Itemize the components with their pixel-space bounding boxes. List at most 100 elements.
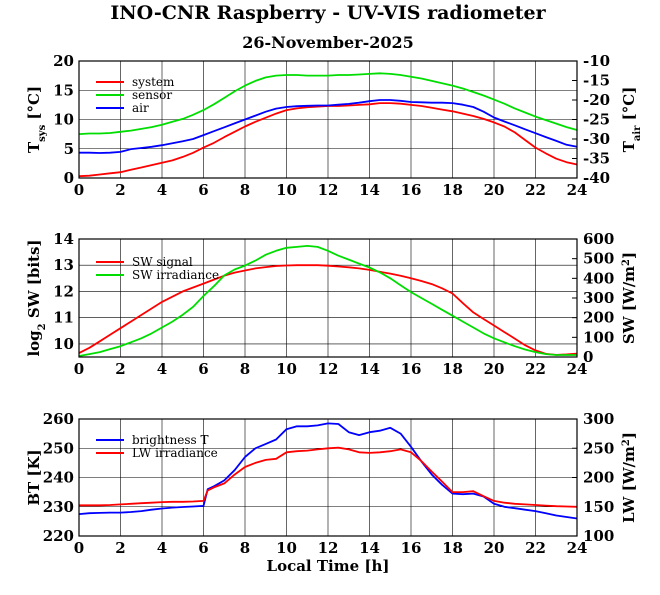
y-tick-label: 230 <box>43 498 74 516</box>
series-line-sw-irradiance <box>78 244 577 357</box>
y-tick-label: 14 <box>53 230 74 248</box>
x-tick-label: 24 <box>567 181 588 199</box>
y2-tick-label: -30 <box>583 130 610 148</box>
y-tick-label: 15 <box>53 81 74 99</box>
x-tick-label: 8 <box>240 539 250 557</box>
x-tick-label: 6 <box>198 181 208 199</box>
y2-axis-label-main: LW [W/m <box>620 446 638 523</box>
y2-tick-label: 100 <box>583 328 614 346</box>
y2-tick-label: 600 <box>583 230 614 248</box>
y-tick-label: 240 <box>43 469 74 487</box>
x-tick-label: 24 <box>567 360 588 378</box>
legend-label: brightness T <box>132 433 208 447</box>
x-tick-label: 2 <box>115 360 125 378</box>
legend-label: system <box>132 75 175 89</box>
y-tick-label: 10 <box>53 111 74 129</box>
y2-axis-label-main: T <box>620 140 638 152</box>
x-tick-label: 22 <box>525 360 546 378</box>
y-tick-label: 20 <box>53 52 74 70</box>
legend-label: sensor <box>132 88 172 102</box>
y-axis-label: log2 SW [bits] <box>25 239 48 356</box>
y-axis-label-unit: SW [bits] <box>25 239 43 323</box>
y2-tick-label: 300 <box>583 289 614 307</box>
plot-frame <box>78 418 578 537</box>
x-tick-label: 12 <box>318 181 339 199</box>
x-tick-label: 0 <box>74 181 84 199</box>
y2-tick-label: 200 <box>583 309 614 327</box>
x-tick-label: 20 <box>484 539 505 557</box>
x-tick-label: 12 <box>318 360 339 378</box>
x-tick-label: 22 <box>525 181 546 199</box>
series-line-sw-signal <box>78 264 578 356</box>
x-tick-label: 22 <box>525 539 546 557</box>
y-tick-label: 13 <box>53 256 74 274</box>
x-tick-label: 2 <box>115 181 125 199</box>
x-tick-label: 8 <box>240 181 250 199</box>
x-tick-label: 10 <box>276 360 297 378</box>
x-tick-label: 16 <box>401 360 422 378</box>
x-tick-label: 6 <box>198 360 208 378</box>
y2-tick-label: 500 <box>583 250 614 268</box>
y2-axis-label-unit: ] <box>620 432 638 439</box>
x-tick-label: 12 <box>318 539 339 557</box>
y2-axis-label-unit: ] <box>620 252 638 259</box>
y2-axis-label: LW [W/m2] <box>620 432 638 523</box>
x-tick-label: 14 <box>359 360 380 378</box>
y-axis-label: Tsys [°C] <box>25 86 48 153</box>
figure-title: INO-CNR Raspberry - UV-VIS radiometer <box>110 2 546 24</box>
y-axis-label-main: BT [K] <box>25 449 43 505</box>
x-tick-label: 16 <box>401 181 422 199</box>
y2-tick-label: 150 <box>583 498 614 516</box>
y2-tick-label: -35 <box>583 150 610 168</box>
panels: 0 2 4 6 8 10 12 14 16 18 20 22 2405101520-40-35-30-2… <box>25 52 643 575</box>
x-tick-label: 18 <box>442 539 463 557</box>
y2-axis-label-sup: 2 <box>621 259 632 266</box>
y-tick-label: 12 <box>53 282 74 300</box>
x-tick-label: 14 <box>359 181 380 199</box>
x-tick-label: 0 <box>74 360 84 378</box>
legend-label: SW signal <box>132 255 193 269</box>
y-tick-label: 260 <box>43 410 74 428</box>
x-tick-label: 2 <box>115 539 125 557</box>
y2-tick-label: -10 <box>583 52 610 70</box>
y2-tick-label: 400 <box>583 269 614 287</box>
y2-tick-label: -40 <box>583 169 610 187</box>
x-tick-label: 4 <box>157 360 167 378</box>
y2-axis-label: SW [W/m2] <box>620 252 638 344</box>
y2-axis-label-sup: 2 <box>621 439 632 446</box>
y2-axis-label-sub: air <box>632 125 643 141</box>
x-tick-label: 24 <box>567 539 588 557</box>
x-tick-label: 0 <box>74 539 84 557</box>
y2-tick-label: 0 <box>583 348 593 366</box>
x-tick-label: 16 <box>401 539 422 557</box>
y-axis-label-main: T <box>25 141 43 153</box>
legend-label: SW irradiance <box>132 268 219 282</box>
y-axis-label: BT [K] <box>25 449 43 505</box>
x-tick-label: 18 <box>442 360 463 378</box>
plot-frame <box>78 238 578 358</box>
series-line-brightness-t <box>78 422 578 520</box>
y-axis-label-main: log <box>25 330 43 357</box>
y2-axis-label-main: SW [W/m <box>620 266 638 344</box>
series-line-air <box>79 99 578 154</box>
y-tick-label: 11 <box>53 309 74 327</box>
y2-axis-label-unit: [°C] <box>620 87 638 126</box>
figure-subtitle: 26-November-2025 <box>242 33 414 52</box>
y-tick-label: 250 <box>43 439 74 457</box>
y2-axis-label: Tair [°C] <box>620 87 643 153</box>
x-tick-label: 4 <box>157 539 167 557</box>
x-tick-label: 4 <box>157 181 167 199</box>
y2-tick-label: -25 <box>583 111 610 129</box>
x-tick-label: 10 <box>276 539 297 557</box>
plot-frame <box>78 60 578 179</box>
x-tick-label: 10 <box>276 181 297 199</box>
y-tick-label: 5 <box>64 140 74 158</box>
x-tick-label: 20 <box>484 181 505 199</box>
series-line-sensor <box>78 72 578 135</box>
panel-temperatures: 0 2 4 6 8 10 12 14 16 18 20 22 2405101520-40-35-30-2… <box>25 52 643 199</box>
x-axis-label: Local Time [h] <box>267 557 390 575</box>
y2-tick-label: 250 <box>583 439 614 457</box>
y2-tick-label: 100 <box>583 527 614 545</box>
y2-tick-label: 200 <box>583 469 614 487</box>
